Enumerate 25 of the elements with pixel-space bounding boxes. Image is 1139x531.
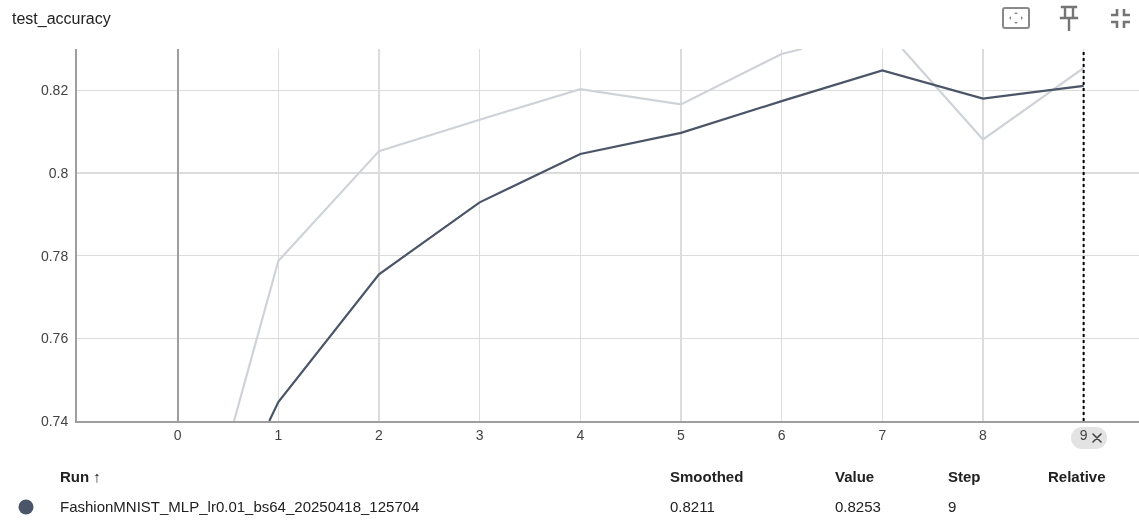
x-tick-label: 5	[677, 426, 686, 443]
x-tick-label: 6	[777, 426, 786, 443]
x-tick-label: 9	[1079, 426, 1088, 443]
text: 0.8253	[835, 498, 881, 516]
x-tick-label: 1	[274, 426, 283, 443]
text: Step	[948, 468, 981, 486]
text: Relative	[1048, 468, 1106, 486]
y-tick-label: 0.82	[40, 82, 69, 99]
text: 9	[948, 498, 957, 516]
x-tick-label: 8	[979, 426, 988, 443]
y-tick-label: 0.8	[48, 164, 69, 181]
y-tick-label: 0.76	[40, 330, 69, 347]
y-tick-label: 0.78	[40, 247, 69, 264]
text: Value	[835, 468, 875, 486]
legend-label: FashionMNIST_MLP_lr0.01_bs64_20250418_125704	[60, 498, 420, 516]
text: 0.8211	[670, 498, 715, 516]
x-tick-label: 3	[475, 426, 484, 443]
legend-title: Run ↑	[60, 468, 101, 486]
chart-title: test_accuracy	[12, 9, 111, 28]
text: Smoothed	[670, 468, 744, 486]
x-tick-label: 0	[173, 426, 182, 443]
x-tick-label: 4	[576, 426, 585, 443]
y-tick-label: 0.74	[40, 412, 69, 429]
x-tick-label: 2	[375, 426, 384, 443]
x-tick-label: 7	[878, 426, 887, 443]
